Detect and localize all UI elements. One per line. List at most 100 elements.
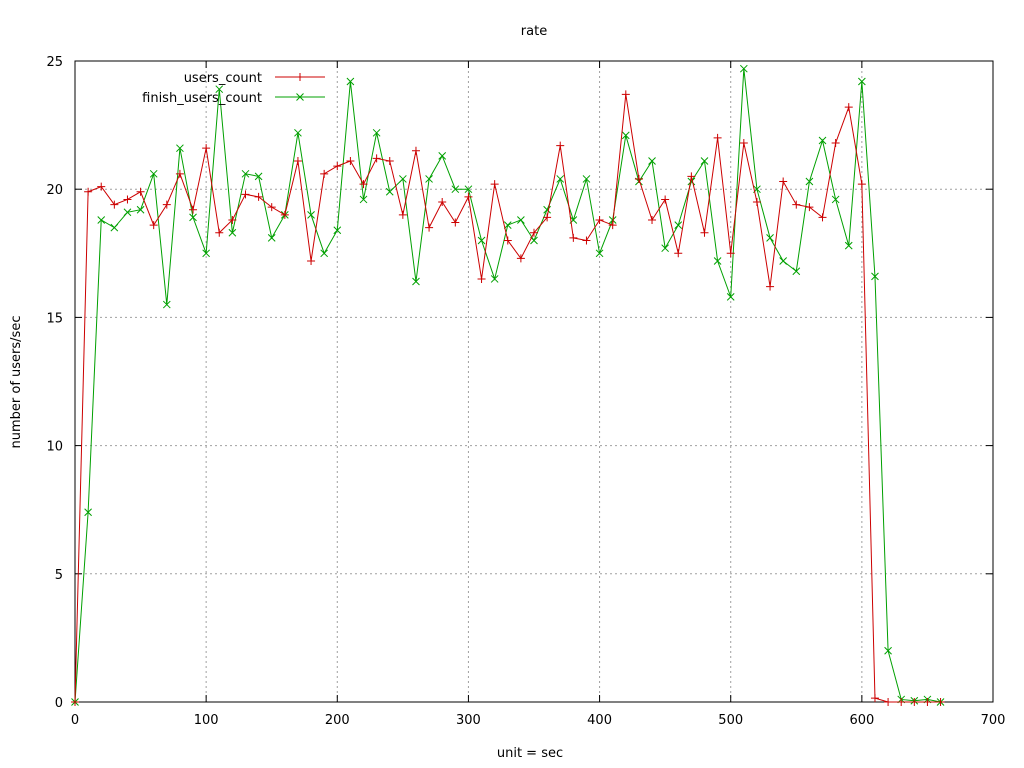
- data-point-marker: [517, 216, 525, 224]
- data-point-marker: [858, 77, 866, 86]
- y-tick-label: 10: [46, 440, 63, 455]
- data-point-marker: [293, 156, 302, 165]
- data-point-marker: [464, 185, 473, 194]
- data-point-marker: [149, 169, 158, 178]
- data-point-marker: [648, 157, 656, 165]
- data-point-marker: [713, 133, 722, 142]
- data-point-marker: [254, 172, 263, 181]
- data-point-marker: [123, 208, 132, 217]
- y-tick-label: 15: [46, 311, 63, 326]
- data-point-marker: [307, 210, 315, 219]
- data-point-marker: [398, 210, 407, 219]
- data-point-marker: [543, 213, 552, 222]
- data-point-marker: [346, 77, 355, 86]
- data-point-marker: [595, 215, 604, 224]
- data-point-marker: [385, 156, 394, 165]
- legend-item: users_count: [184, 71, 325, 86]
- data-point-marker: [202, 144, 211, 153]
- data-point-marker: [162, 200, 171, 209]
- grid-lines: [75, 61, 993, 702]
- data-point-marker: [687, 177, 696, 186]
- data-point-marker: [516, 254, 525, 263]
- data-point-marker: [818, 136, 827, 145]
- y-tick-label: 20: [46, 183, 63, 198]
- data-point-marker: [700, 157, 709, 165]
- data-point-marker: [215, 85, 224, 94]
- data-point-marker: [726, 293, 735, 301]
- data-point-marker: [556, 141, 565, 150]
- data-point-marker: [189, 213, 197, 222]
- data-point-marker: [910, 698, 919, 706]
- data-point-marker: [136, 205, 145, 214]
- data-point-marker: [831, 195, 840, 204]
- data-point-marker: [687, 172, 696, 181]
- axis-ticks: 0 100 200 300 400 500 600 700 0 5 10 15 20 25: [46, 55, 1005, 728]
- series-line: [74, 94, 941, 703]
- x-tick-label: 700: [981, 713, 1006, 728]
- data-point-marker: [674, 221, 683, 229]
- series-line: [74, 68, 941, 703]
- data-point-marker: [634, 174, 643, 183]
- data-point-marker: [254, 192, 263, 201]
- data-point-marker: [296, 93, 304, 101]
- data-point-marker: [412, 277, 420, 286]
- data-point-marker: [884, 646, 892, 655]
- series-users-count: [71, 90, 945, 706]
- data-point-marker: [399, 175, 407, 183]
- data-point-marker: [359, 180, 368, 189]
- x-axis-label: unit = sec: [497, 746, 563, 761]
- data-point-marker: [296, 73, 304, 81]
- x-tick-label: 500: [718, 713, 743, 728]
- data-point-marker: [228, 215, 237, 224]
- legend-label: users_count: [184, 71, 262, 86]
- data-point-marker: [438, 198, 447, 207]
- data-point-marker: [805, 177, 814, 186]
- data-point-marker: [385, 187, 394, 196]
- data-point-marker: [766, 234, 774, 242]
- y-tick-label: 5: [55, 568, 63, 583]
- data-point-marker: [490, 275, 499, 283]
- data-point-marker: [333, 226, 342, 235]
- data-point-marker: [648, 215, 657, 224]
- x-tick-label: 0: [71, 713, 79, 728]
- data-point-marker: [241, 190, 250, 199]
- data-point-marker: [425, 175, 433, 183]
- data-point-marker: [805, 203, 814, 212]
- data-point-marker: [595, 249, 604, 258]
- data-point-marker: [556, 175, 565, 183]
- legend: users_count finish_users_count: [142, 71, 325, 106]
- data-point-marker: [831, 139, 840, 148]
- data-point-marker: [425, 223, 434, 232]
- data-point-marker: [176, 144, 184, 153]
- data-point-marker: [110, 200, 119, 209]
- x-tick-label: 600: [849, 713, 874, 728]
- y-tick-label: 25: [46, 55, 63, 70]
- data-point-marker: [359, 195, 368, 204]
- legend-label: finish_users_count: [142, 91, 262, 106]
- data-point-marker: [844, 103, 853, 112]
- data-point-marker: [215, 228, 224, 237]
- data-point-marker: [779, 257, 788, 265]
- data-point-marker: [123, 195, 132, 204]
- data-point-marker: [543, 205, 551, 214]
- data-point-marker: [333, 162, 342, 171]
- x-tick-label: 300: [456, 713, 481, 728]
- data-point-marker: [621, 90, 630, 99]
- data-point-marker: [241, 169, 250, 178]
- chart-title: rate: [521, 24, 547, 39]
- data-point-marker: [661, 244, 669, 253]
- data-point-marker: [752, 198, 761, 207]
- data-point-marker: [175, 169, 184, 178]
- data-point-marker: [477, 236, 486, 245]
- plot-frame: [74, 60, 994, 703]
- data-point-marker: [871, 272, 879, 281]
- data-point-marker: [110, 223, 119, 232]
- data-point-marker: [294, 128, 302, 137]
- legend-item: finish_users_count: [142, 91, 325, 106]
- data-point-marker: [136, 187, 145, 196]
- data-point-marker: [530, 228, 538, 237]
- data-point-marker: [857, 180, 866, 189]
- data-point-marker: [844, 241, 853, 250]
- data-point-marker: [582, 175, 591, 183]
